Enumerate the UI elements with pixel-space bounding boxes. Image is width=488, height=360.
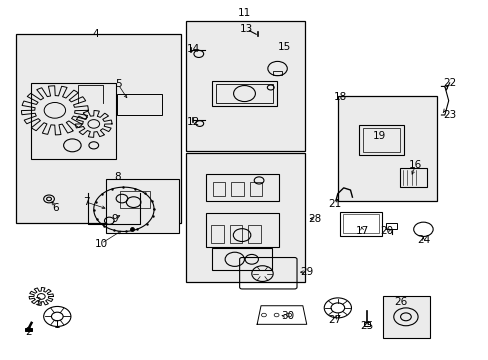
Bar — [212, 81, 276, 106]
Bar — [117, 94, 162, 114]
Bar — [249, 181, 262, 196]
Text: 2: 2 — [25, 327, 31, 337]
Bar — [363, 322, 370, 326]
Text: 6: 6 — [52, 203, 59, 213]
Text: 21: 21 — [327, 199, 340, 209]
Bar — [16, 33, 181, 223]
Bar — [186, 153, 305, 282]
Bar — [212, 181, 224, 196]
Text: 10: 10 — [94, 239, 107, 249]
Text: 13: 13 — [240, 24, 253, 34]
Text: 23: 23 — [442, 110, 455, 120]
Text: 9: 9 — [111, 213, 117, 224]
Text: 28: 28 — [307, 213, 321, 224]
Bar — [382, 296, 429, 338]
Text: 16: 16 — [408, 160, 422, 170]
Bar — [386, 223, 396, 229]
Bar — [25, 328, 31, 331]
Text: 1: 1 — [54, 320, 61, 330]
Text: 30: 30 — [280, 311, 293, 321]
Text: 5: 5 — [115, 79, 121, 89]
Bar — [338, 96, 436, 202]
Bar — [359, 125, 403, 155]
Bar — [211, 225, 223, 243]
Text: 7: 7 — [83, 197, 90, 207]
Text: 3: 3 — [35, 297, 41, 307]
Bar — [363, 128, 399, 152]
Text: 4: 4 — [93, 28, 100, 39]
Text: 22: 22 — [442, 78, 455, 88]
Text: 18: 18 — [333, 92, 346, 102]
Bar — [342, 214, 379, 233]
Text: 14: 14 — [186, 44, 200, 54]
Bar — [273, 71, 282, 75]
Text: 8: 8 — [114, 172, 120, 182]
Text: 15: 15 — [277, 42, 290, 52]
Bar — [119, 192, 149, 208]
Text: 20: 20 — [379, 226, 392, 236]
Bar — [211, 248, 272, 270]
Text: 26: 26 — [394, 297, 407, 307]
Text: 24: 24 — [416, 235, 429, 245]
Bar — [205, 174, 278, 201]
Bar — [248, 225, 260, 243]
Bar — [399, 168, 426, 187]
Text: 25: 25 — [360, 321, 373, 331]
Bar — [339, 212, 382, 235]
Bar — [216, 84, 272, 103]
Bar — [231, 181, 243, 196]
Bar — [106, 179, 179, 233]
Text: 17: 17 — [355, 226, 368, 236]
Bar — [186, 21, 305, 152]
Bar — [31, 83, 116, 159]
Text: 19: 19 — [372, 131, 386, 141]
Text: 11: 11 — [237, 8, 251, 18]
Text: 27: 27 — [327, 315, 340, 325]
Bar — [229, 225, 242, 243]
Bar — [205, 213, 278, 247]
Text: 29: 29 — [300, 267, 313, 277]
Text: 12: 12 — [186, 117, 200, 127]
